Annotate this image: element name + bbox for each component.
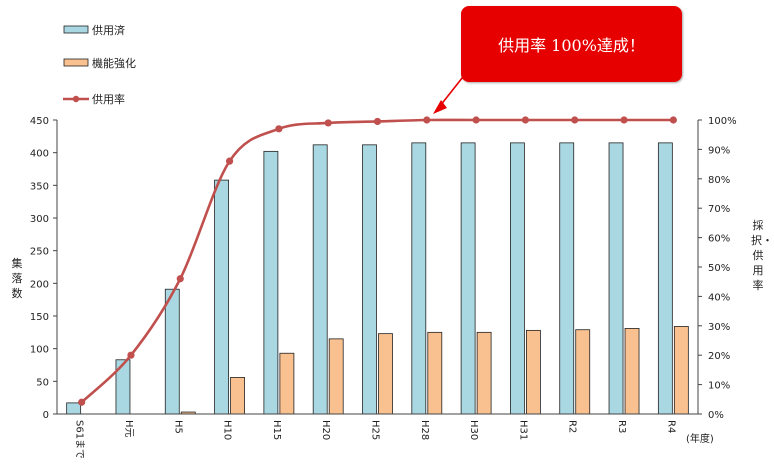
bar-kyoyozumi bbox=[312, 144, 328, 415]
bar-series bbox=[66, 142, 689, 415]
x-tick-label: S61まで bbox=[74, 420, 86, 459]
bar-kyoyozumi bbox=[164, 288, 180, 415]
bar-kinou-kyouka bbox=[230, 377, 245, 415]
y2-tick-label: 50% bbox=[708, 263, 730, 274]
legend-swatch bbox=[63, 58, 89, 67]
y2-tick-label: 0% bbox=[708, 410, 724, 421]
bar-kinou-kyouka bbox=[575, 329, 591, 415]
bar-kinou-kyouka bbox=[328, 338, 344, 415]
bar-kyoyozumi bbox=[263, 150, 279, 415]
line-point bbox=[176, 275, 184, 283]
y-tick-label: 350 bbox=[30, 181, 49, 192]
y-tick-label: 50 bbox=[36, 377, 49, 388]
line-point bbox=[571, 116, 579, 124]
bar-kinou-kyouka bbox=[526, 329, 541, 415]
achievement-callout: 供用率 100%達成！ bbox=[461, 6, 682, 82]
x-axis-label: (年度) bbox=[686, 432, 714, 445]
x-tick-label: H元 bbox=[123, 420, 134, 438]
y2-tick-label: 90% bbox=[708, 145, 730, 156]
line-point bbox=[78, 398, 86, 406]
legend-swatch bbox=[63, 25, 89, 34]
y2-tick-label: 60% bbox=[708, 234, 730, 245]
y-tick-label: 100 bbox=[30, 345, 49, 356]
line-point bbox=[127, 351, 135, 359]
line-point bbox=[620, 116, 628, 124]
y-axis-label: 集落数 bbox=[11, 257, 23, 300]
bar-kyoyozumi bbox=[411, 142, 427, 415]
bar-kyoyozumi bbox=[460, 142, 476, 415]
bar-kyoyozumi bbox=[608, 142, 624, 415]
y2-tick-label: 10% bbox=[708, 381, 730, 392]
x-tick-label: H20 bbox=[320, 420, 331, 440]
y-tick-label: 400 bbox=[30, 149, 49, 160]
bar-kyoyozumi bbox=[559, 142, 575, 415]
bar-kyoyozumi bbox=[66, 402, 82, 415]
bar-kyoyozumi bbox=[362, 144, 377, 415]
y-tick-label: 0 bbox=[43, 410, 49, 421]
y-tick-label: 150 bbox=[30, 312, 49, 323]
x-tick-label: R2 bbox=[567, 420, 578, 433]
bar-kinou-kyouka bbox=[427, 331, 443, 415]
line-series bbox=[78, 116, 677, 406]
line-point bbox=[225, 157, 234, 165]
line-point bbox=[275, 125, 283, 133]
bar-kyoyozumi bbox=[214, 179, 229, 415]
axes: 0 50 100 150 200 250 300 350 400 450 0% 10% 20% 30% 40… bbox=[30, 116, 737, 459]
bar-kinou-kyouka bbox=[624, 328, 640, 415]
bar-kyoyozumi bbox=[657, 142, 673, 415]
y2-tick-label: 40% bbox=[708, 292, 730, 303]
y2-axis-label: 採択・供用率 bbox=[751, 219, 773, 292]
legend-label: 供用率 bbox=[92, 92, 125, 106]
line-point bbox=[521, 116, 530, 124]
line-point bbox=[472, 116, 480, 124]
bar-kinou-kyouka bbox=[279, 352, 295, 415]
y-tick-label: 200 bbox=[30, 279, 49, 290]
x-tick-label: H10 bbox=[222, 420, 233, 440]
y2-tick-label: 70% bbox=[708, 204, 730, 215]
y2-tick-label: 20% bbox=[708, 351, 730, 362]
line-point bbox=[373, 117, 382, 126]
legend-swatch-marker bbox=[72, 95, 80, 103]
x-tick-label: R4 bbox=[665, 420, 676, 433]
y-tick-label: 450 bbox=[30, 116, 49, 127]
bar-kinou-kyouka bbox=[476, 331, 492, 415]
bar-kyoyozumi bbox=[510, 142, 525, 415]
y-tick-label: 250 bbox=[30, 247, 49, 258]
x-tick-label: H31 bbox=[517, 420, 528, 440]
y2-tick-label: 80% bbox=[708, 175, 730, 186]
x-tick-label: R3 bbox=[616, 420, 627, 433]
x-tick-label: H25 bbox=[370, 420, 381, 440]
bar-kinou-kyouka bbox=[673, 326, 689, 415]
y2-tick-label: 100% bbox=[708, 116, 737, 127]
y-tick-label: 300 bbox=[30, 214, 49, 225]
line-point bbox=[423, 116, 431, 124]
x-tick-label: H28 bbox=[419, 420, 430, 440]
line-point bbox=[669, 116, 677, 124]
x-tick-label: H15 bbox=[271, 420, 282, 440]
legend-label: 機能強化 bbox=[92, 56, 136, 70]
line-point bbox=[324, 119, 332, 127]
bar-kinou-kyouka bbox=[378, 333, 393, 415]
legend-label: 供用済 bbox=[92, 23, 125, 37]
x-tick-label: H30 bbox=[468, 420, 479, 440]
x-tick-label: H5 bbox=[172, 420, 183, 434]
y2-tick-label: 30% bbox=[708, 322, 730, 333]
